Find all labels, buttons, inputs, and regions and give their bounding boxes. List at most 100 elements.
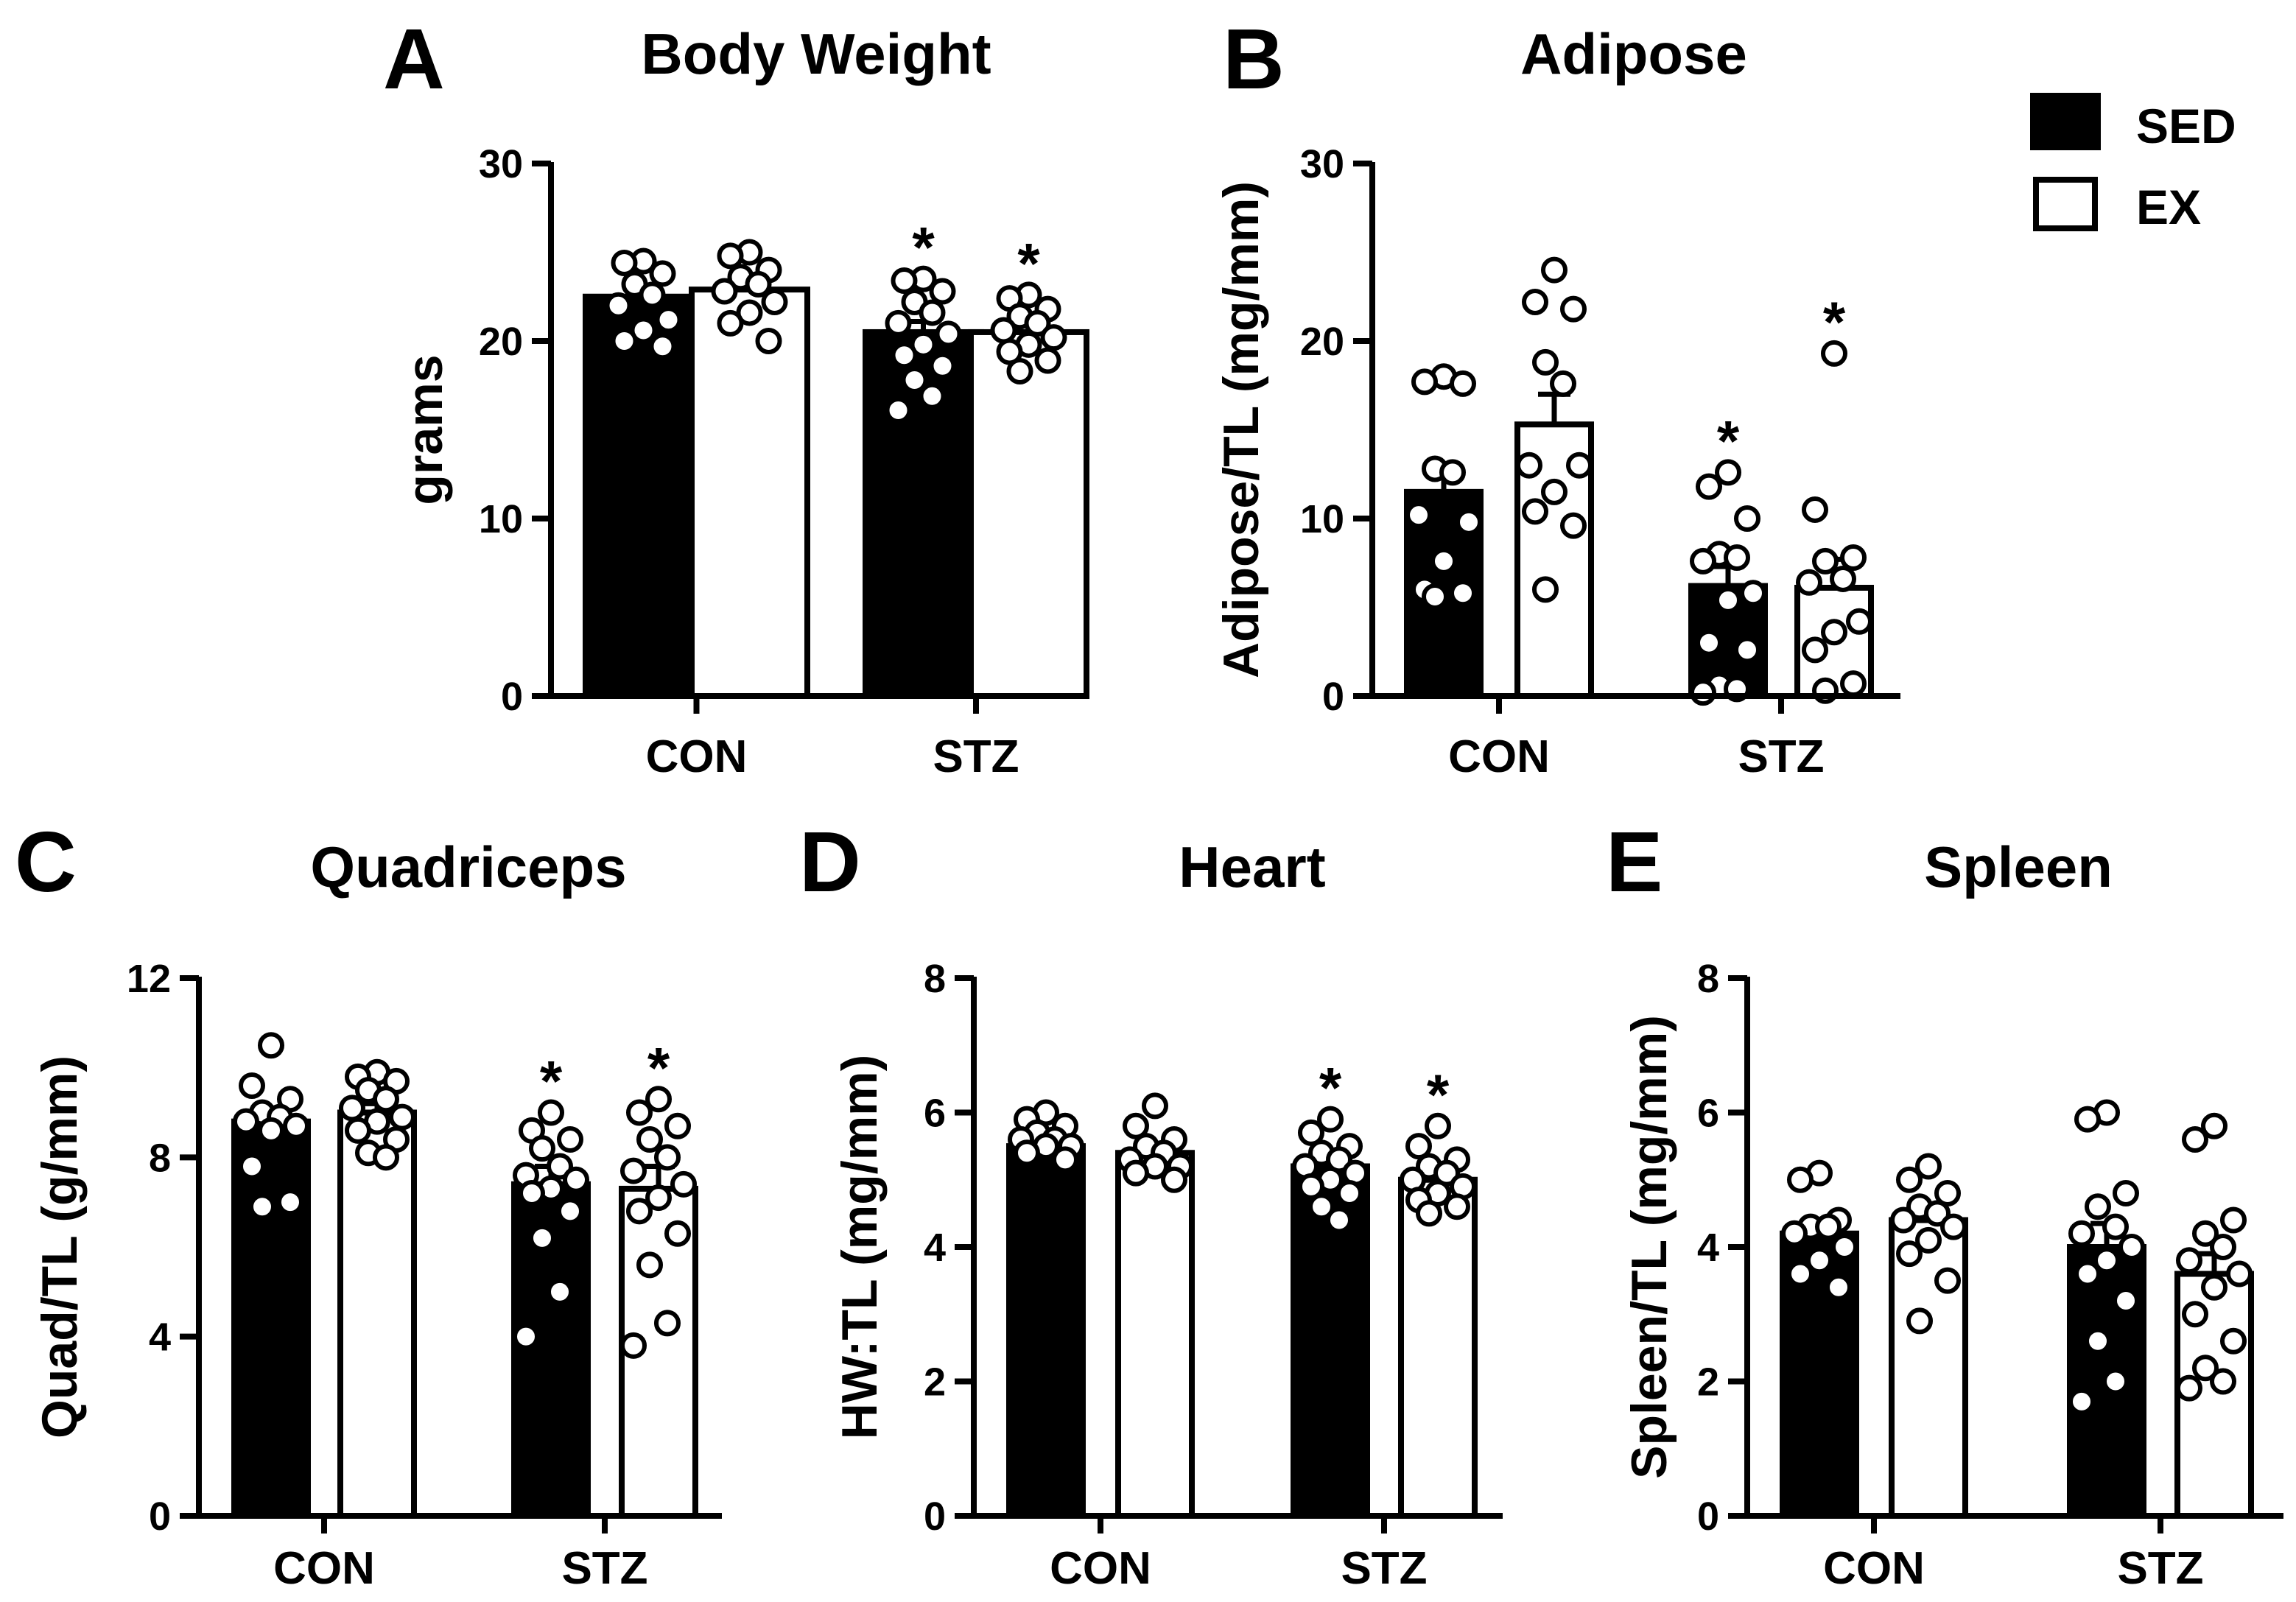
data-point-ex <box>626 1099 653 1126</box>
data-point-sed <box>1405 502 1432 529</box>
data-point-ex <box>990 317 1017 344</box>
legend-swatch-sed <box>2030 93 2101 150</box>
data-point-sed <box>258 1032 284 1059</box>
data-point-sed <box>910 331 937 358</box>
data-point-ex <box>1550 370 1576 397</box>
data-point-sed <box>557 1126 583 1153</box>
data-point-ex <box>620 1332 647 1359</box>
data-point-ex <box>1796 569 1822 596</box>
data-point-ex <box>711 278 738 305</box>
data-point-ex <box>2182 1301 2208 1328</box>
x-tick-label-stz: STZ <box>561 1543 647 1594</box>
data-point-ex <box>2201 1112 2227 1139</box>
data-point-sed <box>2068 1388 2095 1415</box>
data-point-sed <box>1430 547 1457 575</box>
significance-star: * <box>1717 408 1740 473</box>
data-point-ex <box>1142 1092 1168 1120</box>
data-point-ex <box>717 309 744 337</box>
data-point-ex <box>2176 1374 2202 1402</box>
y-tick-label: 30 <box>1300 142 1344 186</box>
data-point-sed <box>249 1193 275 1220</box>
significance-star: * <box>1427 1062 1450 1127</box>
data-point-ex <box>1934 1180 1961 1206</box>
data-point-ex <box>389 1103 415 1131</box>
data-point-sed <box>630 317 657 344</box>
panel-title: Quadriceps <box>310 835 626 899</box>
data-point-sed <box>513 1323 539 1350</box>
data-point-sed <box>929 352 956 379</box>
legend: SED EX <box>2030 93 2236 234</box>
panel-letter: B <box>1223 11 1285 107</box>
x-tick-label-con: CON <box>1050 1543 1151 1594</box>
data-point-sed <box>1450 370 1476 397</box>
data-point-ex <box>2182 1126 2208 1153</box>
y-tick-label: 4 <box>149 1315 171 1360</box>
x-tick-label-stz: STZ <box>2117 1543 2203 1594</box>
panel-c: C Quadriceps Quad/TL (g/mm) 0 4 8 12 CON STZ * * <box>15 814 722 1594</box>
data-point-sed <box>1317 1106 1344 1133</box>
x-tick-label-stz: STZ <box>1341 1543 1427 1594</box>
significance-star: * <box>1319 1055 1342 1120</box>
data-point-ex <box>1840 670 1867 698</box>
y-tick-label: 30 <box>479 142 523 186</box>
data-point-sed <box>605 292 632 319</box>
data-point-sed <box>1298 1119 1324 1146</box>
data-point-ex <box>1915 1226 1942 1254</box>
data-point-sed <box>929 278 956 305</box>
bar-sed-con <box>583 293 704 699</box>
data-point-ex <box>1934 1267 1961 1294</box>
data-point-sed <box>639 281 666 309</box>
data-point-sed <box>2068 1220 2095 1247</box>
data-point-sed <box>547 1153 573 1180</box>
data-point-ex <box>1123 1159 1149 1187</box>
data-point-ex <box>1802 636 1828 664</box>
data-point-sed <box>2113 1180 2139 1206</box>
data-point-sed <box>1831 1234 1858 1260</box>
data-point-ex <box>1541 256 1567 284</box>
panel-title: Adipose <box>1520 21 1747 86</box>
y-tick-label: 6 <box>1697 1092 1719 1136</box>
y-axis-label: grams <box>397 354 453 505</box>
bar-sed-con <box>1006 1143 1086 1519</box>
x-tick-label-stz: STZ <box>933 731 1019 782</box>
panel-title: Body Weight <box>641 21 991 86</box>
data-point-ex <box>1830 565 1856 592</box>
data-point-sed <box>538 1099 564 1126</box>
data-point-ex <box>670 1170 697 1198</box>
data-point-sed <box>258 1117 284 1144</box>
y-tick-label: 10 <box>479 497 523 541</box>
data-point-sed <box>1696 629 1722 656</box>
data-point-sed <box>1734 505 1760 532</box>
data-point-sed <box>2085 1327 2111 1355</box>
data-point-ex <box>1532 348 1559 376</box>
data-point-sed <box>649 333 676 360</box>
data-point-sed <box>1439 459 1466 486</box>
data-point-sed <box>1806 1247 1833 1274</box>
panel-e: E Spleen Spleen/TL (mg/mm) 0 2 4 6 8 CON STZ <box>1606 814 2283 1594</box>
legend-swatch-ex <box>2033 177 2098 231</box>
x-tick-label-con: CON <box>646 731 748 782</box>
data-point-ex <box>1812 547 1839 575</box>
x-tick-label-con: CON <box>1823 1543 1925 1594</box>
panel-letter: A <box>383 11 445 107</box>
data-point-sed <box>2074 1106 2101 1133</box>
data-point-ex <box>755 328 782 354</box>
data-point-ex <box>1896 1240 1923 1268</box>
data-point-ex <box>1924 1200 1951 1227</box>
data-point-sed <box>1450 580 1476 607</box>
y-tick-label: 0 <box>1322 675 1344 719</box>
y-tick-label: 4 <box>924 1226 946 1270</box>
y-tick-label: 0 <box>924 1494 946 1539</box>
data-point-ex <box>2176 1247 2202 1274</box>
data-point-ex <box>1821 340 1847 367</box>
data-point-ex <box>1516 452 1542 479</box>
y-tick-label: 2 <box>924 1360 946 1405</box>
bar-ex-con <box>1115 1150 1195 1519</box>
x-tick-label-stz: STZ <box>1738 731 1824 782</box>
data-point-sed <box>1336 1180 1363 1206</box>
panel-title: Heart <box>1179 835 1325 899</box>
data-point-ex <box>636 1251 663 1279</box>
data-point-ex <box>2220 1327 2247 1355</box>
